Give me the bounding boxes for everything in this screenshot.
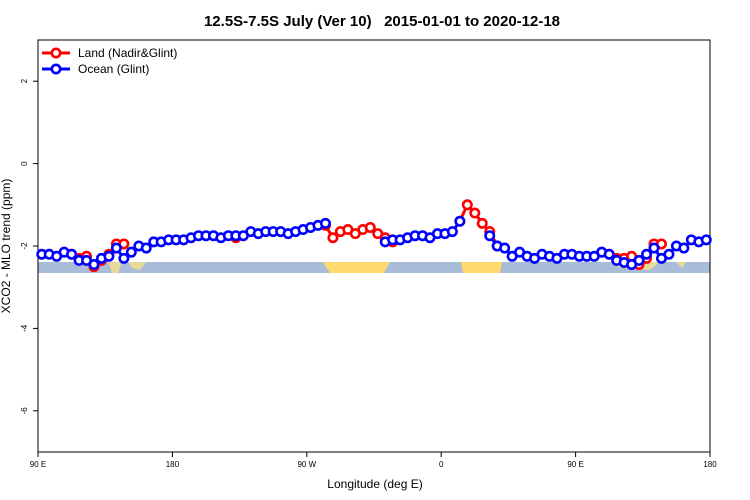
data-point [461,199,473,211]
land-strip [676,262,686,268]
land-strip [108,262,122,273]
data-point [678,242,690,254]
x-tick-label: 180 [166,460,180,469]
x-tick-label: 90 E [567,460,583,469]
land-strip [128,262,146,270]
data-point [88,259,100,271]
data-point [327,232,339,244]
data-point [641,248,653,260]
data-point [476,217,488,229]
y-tick-label: -6 [20,407,29,415]
data-point [125,246,137,258]
x-tick-label: 180 [703,460,717,469]
data-point [446,226,458,238]
data-point [633,254,645,266]
land-strip [461,262,502,273]
data-point [663,248,675,260]
y-tick-label: -2 [20,242,29,250]
y-tick-label: 0 [20,161,29,166]
x-axis-label: Longitude (deg E) [327,477,422,491]
legend-label: Ocean (Glint) [78,62,149,76]
data-point [700,234,712,246]
legend-marker [50,63,62,75]
legend-marker [50,47,62,59]
data-point [140,242,152,254]
x-tick-label: 90 W [297,460,316,469]
data-point [364,221,376,233]
legend-label: Land (Nadir&Glint) [78,46,177,60]
data-point [603,248,615,260]
data-point [103,250,115,262]
data-point [454,215,466,227]
data-point [319,217,331,229]
legend: Land (Nadir&Glint) Ocean (Glint) [42,46,177,76]
y-tick-label: -4 [20,324,29,332]
land-strip [323,262,390,273]
data-point [118,252,130,264]
data-point [110,242,122,254]
x-tick-label: 0 [439,460,444,469]
data-point [469,207,481,219]
y-axis-label: XCO2 - MLO trend (ppm) [0,179,13,314]
surface-strip [38,262,710,273]
data-point [484,230,496,242]
data-point [66,248,78,260]
data-point [499,242,511,254]
data-point [648,242,660,254]
y-tick-label: 2 [20,78,29,83]
chart-title: 12.5S-7.5S July (Ver 10) 2015-01-01 to 2… [204,13,560,30]
x-tick-label: 90 E [30,460,46,469]
